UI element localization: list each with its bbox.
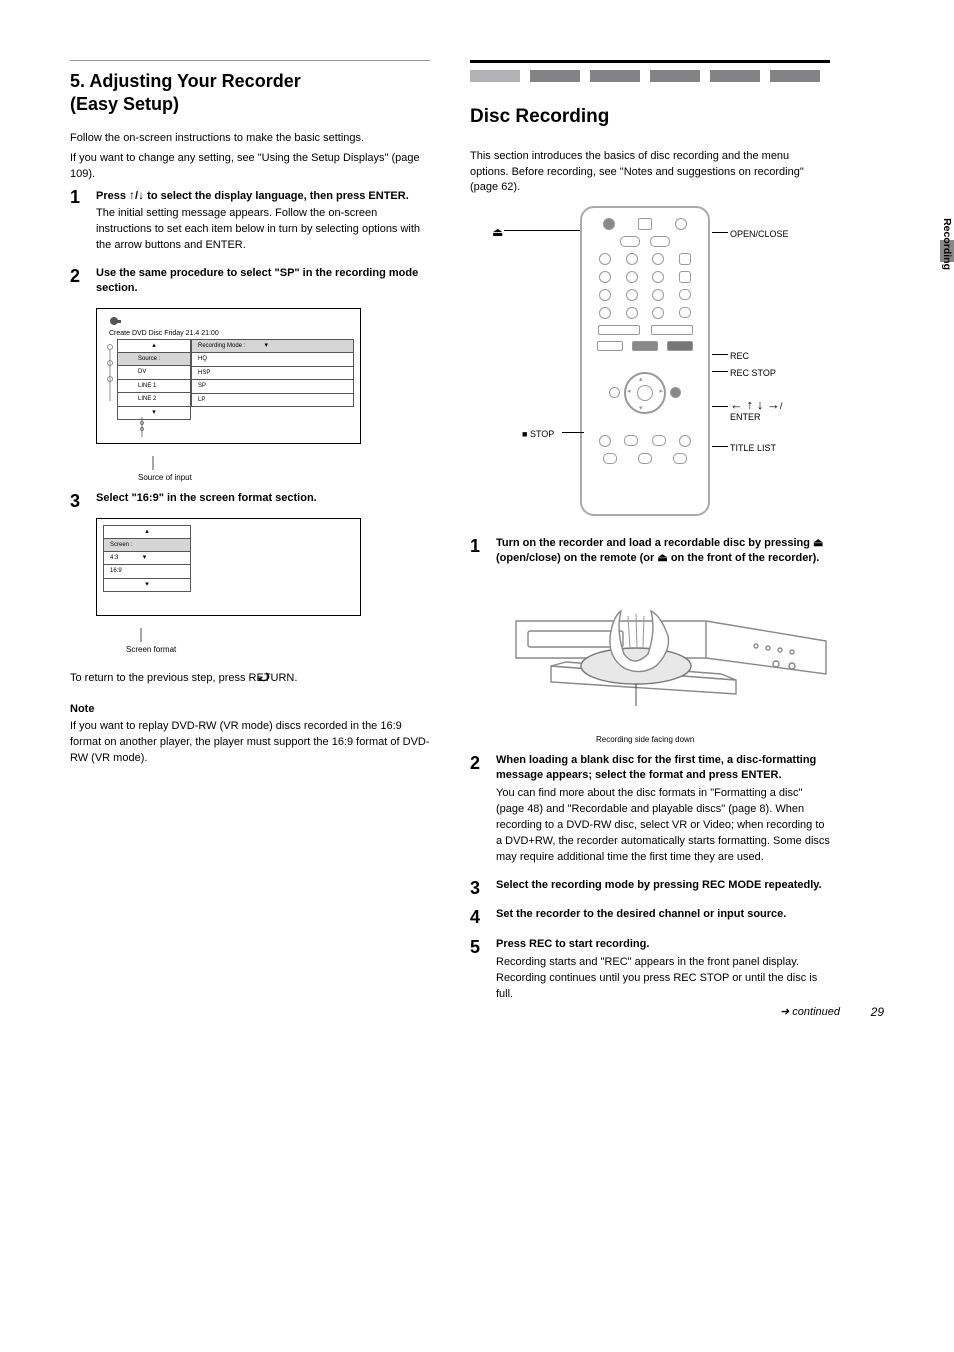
menu1-header: Create DVD Disc Friday 21.4 21:00	[103, 330, 354, 337]
open-close-label: OPEN/CLOSE	[730, 228, 789, 241]
eject-icon: ⏏	[657, 552, 667, 564]
r-step3-head: Select the recording mode by pressing RE…	[496, 878, 830, 893]
r-step1-head: Turn on the recorder and load a recordab…	[496, 536, 836, 566]
step-number: 1	[70, 187, 96, 259]
menu1-left-row: LINE 1	[117, 379, 191, 393]
right-step-5: 5 Press REC to start recording. Recordin…	[470, 937, 830, 1007]
remote-figure: ⏏ ▴	[480, 206, 810, 536]
rec-label: REC	[730, 350, 749, 363]
top-rule-left	[70, 60, 430, 61]
player-caption: Recording side facing down	[596, 734, 836, 745]
menu1-right-row: LP	[191, 393, 354, 407]
step-number: 1	[470, 536, 496, 745]
r-step2-text: You can find more about the disc formats…	[496, 786, 830, 866]
step2-head: Use the same procedure to select "SP" in…	[96, 266, 430, 296]
right-step-3: 3 Select the recording mode by pressing …	[470, 878, 830, 900]
menu1-right-row: HQ	[191, 352, 354, 366]
right-step-2: 2 When loading a blank disc for the firs…	[470, 753, 830, 869]
right-title: Disc Recording	[470, 104, 830, 131]
menu2-caption: Screen format	[126, 644, 430, 655]
right-step-1: 1 Turn on the recorder and load a record…	[470, 536, 830, 745]
right-column: Disc Recording This section introduces t…	[470, 40, 830, 1015]
left-step-3: 3 Select "16:9" in the screen format sec…	[70, 491, 430, 655]
menu1-left-row: LINE 2	[117, 392, 191, 406]
step-number: 2	[470, 753, 496, 869]
menu1-caption: Source of input	[138, 472, 430, 483]
menu-box-2: ▴ Screen : 4:3▾ 16:9 ▾	[96, 518, 361, 616]
menu1-right-row: HSP	[191, 366, 354, 380]
right-intro: This section introduces the basics of di…	[470, 149, 830, 197]
menu1-left-row: ▾	[117, 406, 191, 420]
r-step5-text: Recording starts and "REC" appears in th…	[496, 955, 830, 1003]
menu1-left-row: Source :	[117, 352, 191, 366]
eject-icon: ⏏	[492, 224, 503, 241]
disc-icon	[109, 315, 121, 327]
menu1-left-row: DV	[117, 365, 191, 379]
left-intro-1: Follow the on-screen instructions to mak…	[70, 131, 430, 147]
step-number: 3	[70, 491, 96, 655]
left-step-2: 2 Use the same procedure to select "SP" …	[70, 266, 430, 482]
note-body: If you want to replay DVD-RW (VR mode) d…	[70, 719, 430, 767]
step3-head: Select "16:9" in the screen format secti…	[96, 491, 430, 506]
menu-box-1: Create DVD Disc Friday 21.4 21:00 ▴ Sour…	[96, 308, 361, 444]
step1-head: Press ↑/↓ to select the display language…	[96, 187, 430, 204]
r-step4-head: Set the recorder to the desired channel …	[496, 907, 830, 922]
menu1-right-row: Recording Mode :▾	[191, 339, 354, 353]
step1-text: The initial setting message appears. Fol…	[96, 206, 430, 254]
menu2-left-row: Screen :	[103, 538, 191, 552]
menu2-left-row: 16:9	[103, 564, 191, 578]
eject-icon: ⏏	[813, 537, 823, 549]
left-column: 5. Adjusting Your Recorder (Easy Setup) …	[70, 40, 430, 1015]
top-rule-right	[470, 60, 830, 63]
enter-label: ENTER	[730, 411, 761, 424]
note-title: Note	[70, 702, 430, 717]
left-step-1: 1 Press ↑/↓ to select the display langua…	[70, 187, 430, 259]
r-step5-head: Press REC to start recording.	[496, 937, 830, 952]
step-number: 2	[70, 266, 96, 482]
leader-line	[152, 456, 154, 470]
menu2-left-row: 4:3▾	[103, 551, 191, 565]
right-step-4: 4 Set the recorder to the desired channe…	[470, 907, 830, 929]
menu1-right-row: SP	[191, 379, 354, 393]
titlelist-label: TITLE LIST	[730, 442, 776, 455]
left-title: 5. Adjusting Your Recorder (Easy Setup)	[70, 70, 430, 117]
step-number: 5	[470, 937, 496, 1007]
menu-side-icons	[105, 341, 115, 405]
continued-indicator: ➜ continued	[780, 1005, 840, 1020]
stop-label: ■ STOP	[522, 428, 554, 441]
page-number: 29	[871, 1004, 884, 1021]
color-strip	[470, 70, 830, 82]
leader-line	[140, 628, 142, 642]
recstop-label: REC STOP	[730, 367, 776, 380]
player-figure	[506, 576, 836, 726]
menu1-left-row: ▴	[117, 339, 191, 353]
menu-pointer-icon	[137, 417, 147, 441]
step-number: 3	[470, 878, 496, 900]
step-number: 4	[470, 907, 496, 929]
left-intro-2: If you want to change any setting, see "…	[70, 151, 430, 183]
menu2-left-row: ▴	[103, 525, 191, 539]
r-step2-head: When loading a blank disc for the first …	[496, 753, 830, 783]
menu2-left-row: ▾	[103, 578, 191, 592]
side-section-label: Recording	[939, 218, 954, 270]
